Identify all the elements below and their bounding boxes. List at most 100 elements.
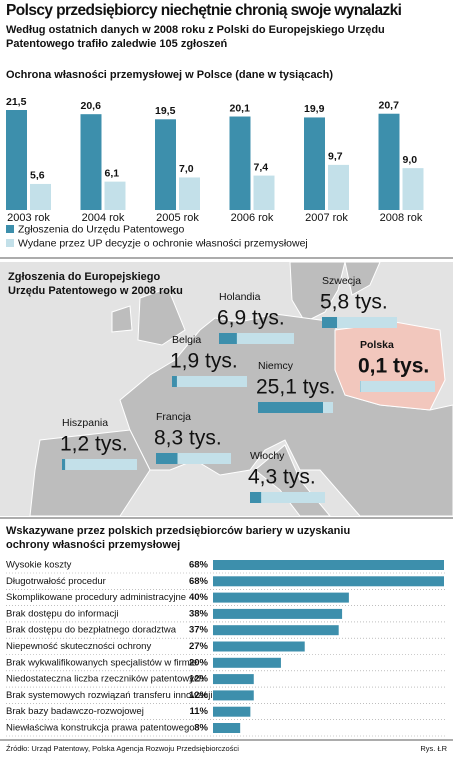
bar bbox=[213, 576, 444, 587]
bar-track bbox=[172, 376, 247, 387]
value-label: 37% bbox=[189, 625, 209, 636]
legend-label: Zgłoszenia do Urzędu Patentowego bbox=[18, 223, 185, 235]
country-name: Francja bbox=[156, 411, 191, 423]
value-label: 20,7 bbox=[379, 100, 400, 112]
title: Polscy przedsiębiorcy niechętnie chronią… bbox=[6, 2, 402, 19]
bar-track bbox=[62, 459, 137, 470]
country-name: Hiszpania bbox=[62, 417, 108, 429]
bar bbox=[213, 723, 241, 733]
x-tick-label: 2005 rok bbox=[156, 212, 199, 224]
bar bbox=[213, 674, 254, 685]
bar bbox=[30, 183, 51, 210]
bar bbox=[172, 376, 177, 387]
bar bbox=[213, 592, 349, 603]
x-tick-label: 2003 rok bbox=[7, 212, 50, 224]
subtitle: Według ostatnich danych w 2008 roku z Po… bbox=[6, 24, 385, 50]
value-label: 5,6 bbox=[30, 170, 45, 182]
bar bbox=[402, 168, 424, 210]
value-label: 40% bbox=[189, 592, 209, 603]
bar bbox=[250, 492, 262, 503]
chart-title: Ochrona własności przemysłowej w Polsce … bbox=[6, 69, 334, 81]
legend-swatch bbox=[6, 225, 14, 233]
category-label: Brak dostępu do informacji bbox=[6, 608, 118, 619]
legend-swatch bbox=[6, 239, 14, 247]
value-label: 7,4 bbox=[254, 161, 269, 173]
country-name: Belgia bbox=[172, 334, 201, 346]
bar bbox=[322, 317, 338, 328]
bar bbox=[258, 402, 323, 413]
value-label: 11% bbox=[190, 706, 209, 717]
bar bbox=[213, 706, 251, 717]
value-label: 8% bbox=[194, 723, 208, 734]
bar bbox=[104, 181, 126, 210]
bar bbox=[155, 119, 176, 210]
value-label: 1,2 tys. bbox=[60, 433, 128, 456]
value-label: 12% bbox=[189, 690, 209, 701]
credit: Rys. ŁR bbox=[420, 744, 447, 753]
category-label: Brak dostępu do bezpłatnego doradztwa bbox=[6, 625, 177, 636]
bar bbox=[229, 116, 251, 210]
category-label: Brak systemowych rozwiązań transferu inn… bbox=[6, 690, 212, 701]
value-label: 20,1 bbox=[230, 102, 251, 114]
bar bbox=[219, 333, 237, 344]
value-label: 25,1 tys. bbox=[256, 376, 335, 399]
value-label: 38% bbox=[189, 608, 209, 619]
value-label: 5,8 tys. bbox=[320, 291, 388, 314]
bar-track bbox=[156, 453, 231, 464]
category-label: Niedostateczna liczba rzeczników patento… bbox=[6, 674, 204, 685]
category-label: Wysokie koszty bbox=[6, 560, 72, 571]
category-label: Długotrwałość procedur bbox=[6, 576, 106, 587]
x-tick-label: 2007 rok bbox=[305, 212, 348, 224]
value-label: 9,7 bbox=[328, 151, 343, 163]
category-label: Skomplikowane procedury administracyjne bbox=[6, 592, 186, 603]
value-label: 8,3 tys. bbox=[154, 427, 222, 450]
value-label: 6,1 bbox=[105, 167, 120, 179]
bar-track bbox=[360, 381, 435, 392]
category-label: Brak wykwalifikowanych specjalistów w fi… bbox=[6, 657, 197, 668]
source: Źródło: Urząd Patentowy, Polska Agencja … bbox=[6, 744, 239, 753]
bar bbox=[304, 117, 325, 210]
bar bbox=[80, 114, 102, 210]
value-label: 21,5 bbox=[6, 96, 27, 108]
legend-label: Wydane przez UP decyzje o ochronie własn… bbox=[18, 237, 308, 249]
country-name: Polska bbox=[360, 339, 394, 351]
bar-track bbox=[322, 317, 397, 328]
bar bbox=[328, 164, 349, 210]
value-label: 9,0 bbox=[403, 154, 418, 166]
bar bbox=[179, 177, 200, 210]
x-tick-label: 2004 rok bbox=[82, 212, 125, 224]
chart-title: Wskazywane przez polskich przedsiębiorcó… bbox=[6, 525, 351, 551]
bar bbox=[213, 657, 281, 668]
value-label: 12% bbox=[189, 674, 209, 685]
value-label: 4,3 tys. bbox=[248, 466, 316, 489]
country-name: Szwecja bbox=[322, 275, 361, 287]
bar bbox=[378, 113, 400, 210]
country-name: Niemcy bbox=[258, 360, 294, 372]
bar-track bbox=[250, 492, 325, 503]
bar-track bbox=[219, 333, 294, 344]
category-label: Niewłaściwa konstrukcja prawa patentoweg… bbox=[6, 723, 195, 734]
bar bbox=[213, 608, 343, 619]
x-tick-label: 2006 rok bbox=[231, 212, 274, 224]
category-label: Niepewność skuteczności ochrony bbox=[6, 641, 151, 652]
bar bbox=[6, 110, 27, 210]
bar bbox=[253, 175, 275, 210]
value-label: 27% bbox=[189, 641, 209, 652]
value-label: 19,9 bbox=[304, 103, 325, 115]
bar bbox=[213, 690, 254, 701]
value-label: 68% bbox=[189, 560, 209, 571]
value-label: 0,1 tys. bbox=[358, 355, 429, 378]
value-label: 7,0 bbox=[179, 163, 194, 175]
country-name: Włochy bbox=[250, 450, 285, 462]
bar bbox=[213, 560, 444, 570]
bar bbox=[62, 459, 66, 470]
value-label: 20,6 bbox=[81, 100, 102, 112]
category-label: Brak bazy badawczo-rozwojowej bbox=[6, 706, 144, 717]
value-label: 19,5 bbox=[155, 105, 176, 117]
value-label: 6,9 tys. bbox=[217, 307, 285, 330]
value-label: 68% bbox=[189, 576, 209, 587]
country-name: Holandia bbox=[219, 291, 261, 303]
x-tick-label: 2008 rok bbox=[380, 212, 423, 224]
